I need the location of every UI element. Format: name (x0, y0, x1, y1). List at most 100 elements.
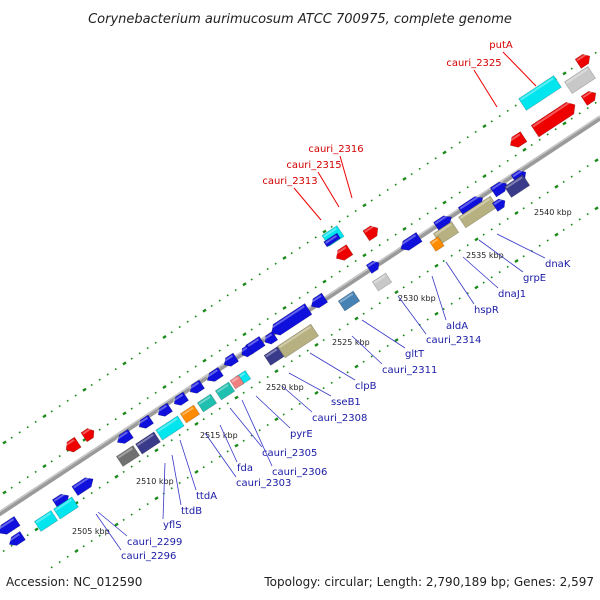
gene-cauri_2306-shape (214, 381, 236, 401)
guide-dot (194, 365, 197, 368)
guide-dot (458, 141, 461, 144)
leader-line (496, 233, 546, 259)
guide-dot (18, 431, 21, 434)
guide-dot (18, 481, 21, 484)
guide-dot (514, 154, 517, 157)
guide-dot (354, 364, 359, 369)
guide-dot (138, 402, 141, 405)
guide-dot (482, 124, 487, 129)
guide-dot (106, 423, 109, 426)
gene-b10-shape (189, 379, 206, 394)
guide-dot (234, 443, 239, 448)
guide-dot (154, 448, 159, 453)
gene-cauri_2306 (214, 381, 236, 401)
guide-dot (274, 262, 277, 265)
gene-b14-shape (116, 429, 134, 444)
gene-b10-highlight (188, 381, 200, 390)
guide-dot (434, 263, 439, 268)
guide-dot (290, 252, 293, 255)
guide-dot (314, 236, 317, 239)
guide-dot (466, 186, 469, 189)
guide-dot (82, 545, 85, 548)
gene-labels: putA cauri_2325 cauri_2316 cauri_2315 cauri_… (95, 40, 571, 562)
gene-clpB2-highlight (278, 326, 311, 349)
guide-dot (82, 497, 85, 500)
guide-dot (362, 360, 365, 363)
guide-dot (242, 332, 247, 337)
gene-b20-highlight (7, 533, 20, 543)
guide-dot (442, 259, 445, 263)
leader-line (473, 69, 498, 108)
guide-dot (354, 316, 359, 321)
gene-cauri_2313a-highlight (364, 225, 375, 233)
guide-dot (394, 290, 399, 295)
gene-gltT-shape (310, 292, 329, 309)
gene-cauri_2325-highlight (508, 133, 521, 143)
guide-dot (570, 223, 573, 226)
guide-dot (298, 402, 301, 406)
guide-dot (266, 423, 269, 427)
guide-dot (130, 357, 133, 360)
gene-ttdB (115, 445, 141, 467)
guide-dot (354, 209, 357, 213)
label-clpB: clpB (355, 381, 377, 392)
guide-dot (186, 428, 189, 431)
guide-dot (322, 229, 327, 234)
accession-text: Accession: NC_012590 (6, 575, 142, 589)
label-gltT: gltT (405, 349, 425, 360)
gene-cauri_2303 (179, 404, 201, 424)
gene-b19-highlight (0, 518, 15, 531)
guide-dot (562, 228, 565, 232)
guide-dot (202, 358, 207, 363)
guide-dot (338, 328, 341, 331)
guide-dot (522, 147, 527, 152)
guide-dot (314, 342, 319, 347)
guide-dot (90, 491, 93, 495)
guide-dot (370, 199, 373, 202)
guide-dot (450, 196, 453, 199)
guide-dot (314, 286, 317, 289)
guide-dot (210, 304, 213, 308)
label-cauri_2303: cauri_2303 (236, 478, 291, 489)
guide-dot (282, 305, 287, 310)
guide-dot (170, 381, 173, 384)
guide-dot (26, 534, 29, 537)
gene-features (0, 53, 597, 546)
gene-cauri_2296-highlight (35, 512, 52, 524)
gene-ttdA-highlight (136, 433, 154, 446)
gene-gltT (309, 292, 329, 309)
gene-red-c-shape (530, 101, 576, 138)
gene-hspR-shape (429, 236, 445, 252)
guide-dot (122, 470, 125, 474)
gene-hspR (429, 236, 445, 252)
guide-dot (154, 341, 157, 344)
guide-dot (530, 201, 533, 205)
guide-dot (186, 370, 189, 373)
guide-dot (42, 464, 47, 469)
guide-dot (514, 259, 519, 264)
guide-dot (138, 460, 141, 463)
gene-red-left-shape (65, 436, 82, 453)
label-cauri_2308: cauri_2308 (312, 413, 367, 424)
guide-dot (578, 112, 581, 115)
guide-dot (594, 206, 599, 211)
gene-pyrE-highlight (231, 377, 239, 383)
leader-line (241, 399, 273, 467)
gene-dnaK (503, 174, 531, 198)
guide-dot (306, 397, 309, 400)
guide-dot (346, 323, 349, 326)
guide-dot (506, 109, 509, 112)
gene-sseB1 (263, 346, 285, 366)
gene-cauri_2313-highlight (334, 246, 347, 256)
guide-dot (330, 381, 333, 384)
guide-dot (298, 296, 301, 300)
guide-dot (474, 180, 477, 184)
guide-dot (154, 391, 157, 394)
guide-dot (242, 439, 245, 442)
guide-dot (130, 465, 133, 468)
map-title: Corynebacterium aurimucosum ATCC 700975,… (88, 12, 512, 27)
gene-b16-highlight (493, 198, 503, 206)
guide-dot (338, 270, 341, 273)
gene-b7-highlight (222, 354, 234, 363)
guide-dot (442, 150, 447, 155)
